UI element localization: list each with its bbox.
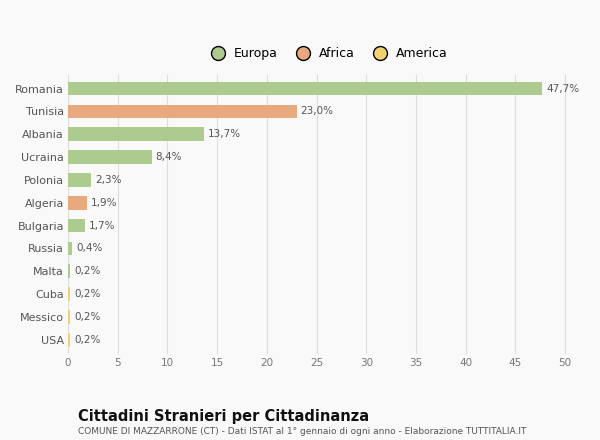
Bar [68, 310, 70, 324]
Text: 1,9%: 1,9% [91, 198, 118, 208]
Text: 1,7%: 1,7% [89, 220, 115, 231]
Text: 0,2%: 0,2% [74, 289, 100, 299]
Text: COMUNE DI MAZZARRONE (CT) - Dati ISTAT al 1° gennaio di ogni anno - Elaborazione: COMUNE DI MAZZARRONE (CT) - Dati ISTAT a… [78, 427, 526, 436]
Bar [68, 242, 72, 255]
Bar [68, 287, 70, 301]
Bar [68, 219, 85, 232]
Text: 0,2%: 0,2% [74, 312, 100, 322]
Text: 0,2%: 0,2% [74, 335, 100, 345]
Bar [68, 264, 70, 278]
Text: 0,2%: 0,2% [74, 266, 100, 276]
Bar [68, 82, 542, 95]
Text: 47,7%: 47,7% [546, 84, 580, 94]
Bar [68, 173, 91, 187]
Bar [68, 127, 204, 141]
Bar [68, 150, 152, 164]
Text: 8,4%: 8,4% [155, 152, 182, 162]
Bar [68, 105, 296, 118]
Text: Cittadini Stranieri per Cittadinanza: Cittadini Stranieri per Cittadinanza [78, 409, 369, 424]
Bar [68, 196, 87, 209]
Text: 2,3%: 2,3% [95, 175, 121, 185]
Text: 13,7%: 13,7% [208, 129, 241, 139]
Legend: Europa, Africa, America: Europa, Africa, America [203, 45, 451, 63]
Bar [68, 333, 70, 347]
Text: 0,4%: 0,4% [76, 243, 103, 253]
Text: 23,0%: 23,0% [301, 106, 334, 116]
